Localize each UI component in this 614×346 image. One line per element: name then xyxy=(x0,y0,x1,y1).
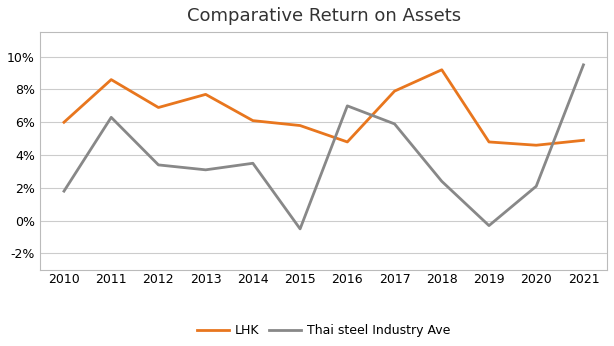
Thai steel Industry Ave xyxy=(249,161,257,165)
Thai steel Industry Ave xyxy=(297,227,304,231)
LHK xyxy=(485,140,492,144)
Line: LHK: LHK xyxy=(64,70,583,145)
LHK xyxy=(297,124,304,128)
LHK xyxy=(344,140,351,144)
LHK xyxy=(249,119,257,123)
Thai steel Industry Ave xyxy=(344,104,351,108)
LHK xyxy=(438,68,446,72)
Thai steel Industry Ave xyxy=(202,168,209,172)
Thai steel Industry Ave xyxy=(485,224,492,228)
Thai steel Industry Ave xyxy=(580,63,587,67)
LHK xyxy=(155,106,162,110)
Thai steel Industry Ave xyxy=(532,184,540,188)
Thai steel Industry Ave xyxy=(60,189,68,193)
LHK xyxy=(107,78,115,82)
Thai steel Industry Ave xyxy=(155,163,162,167)
LHK xyxy=(60,120,68,124)
Thai steel Industry Ave xyxy=(438,179,446,183)
Line: Thai steel Industry Ave: Thai steel Industry Ave xyxy=(64,65,583,229)
LHK xyxy=(580,138,587,143)
Title: Comparative Return on Assets: Comparative Return on Assets xyxy=(187,7,460,25)
LHK xyxy=(391,89,398,93)
Legend: LHK, Thai steel Industry Ave: LHK, Thai steel Industry Ave xyxy=(192,319,455,342)
Thai steel Industry Ave xyxy=(391,122,398,126)
Thai steel Industry Ave xyxy=(107,115,115,119)
LHK xyxy=(532,143,540,147)
LHK xyxy=(202,92,209,97)
